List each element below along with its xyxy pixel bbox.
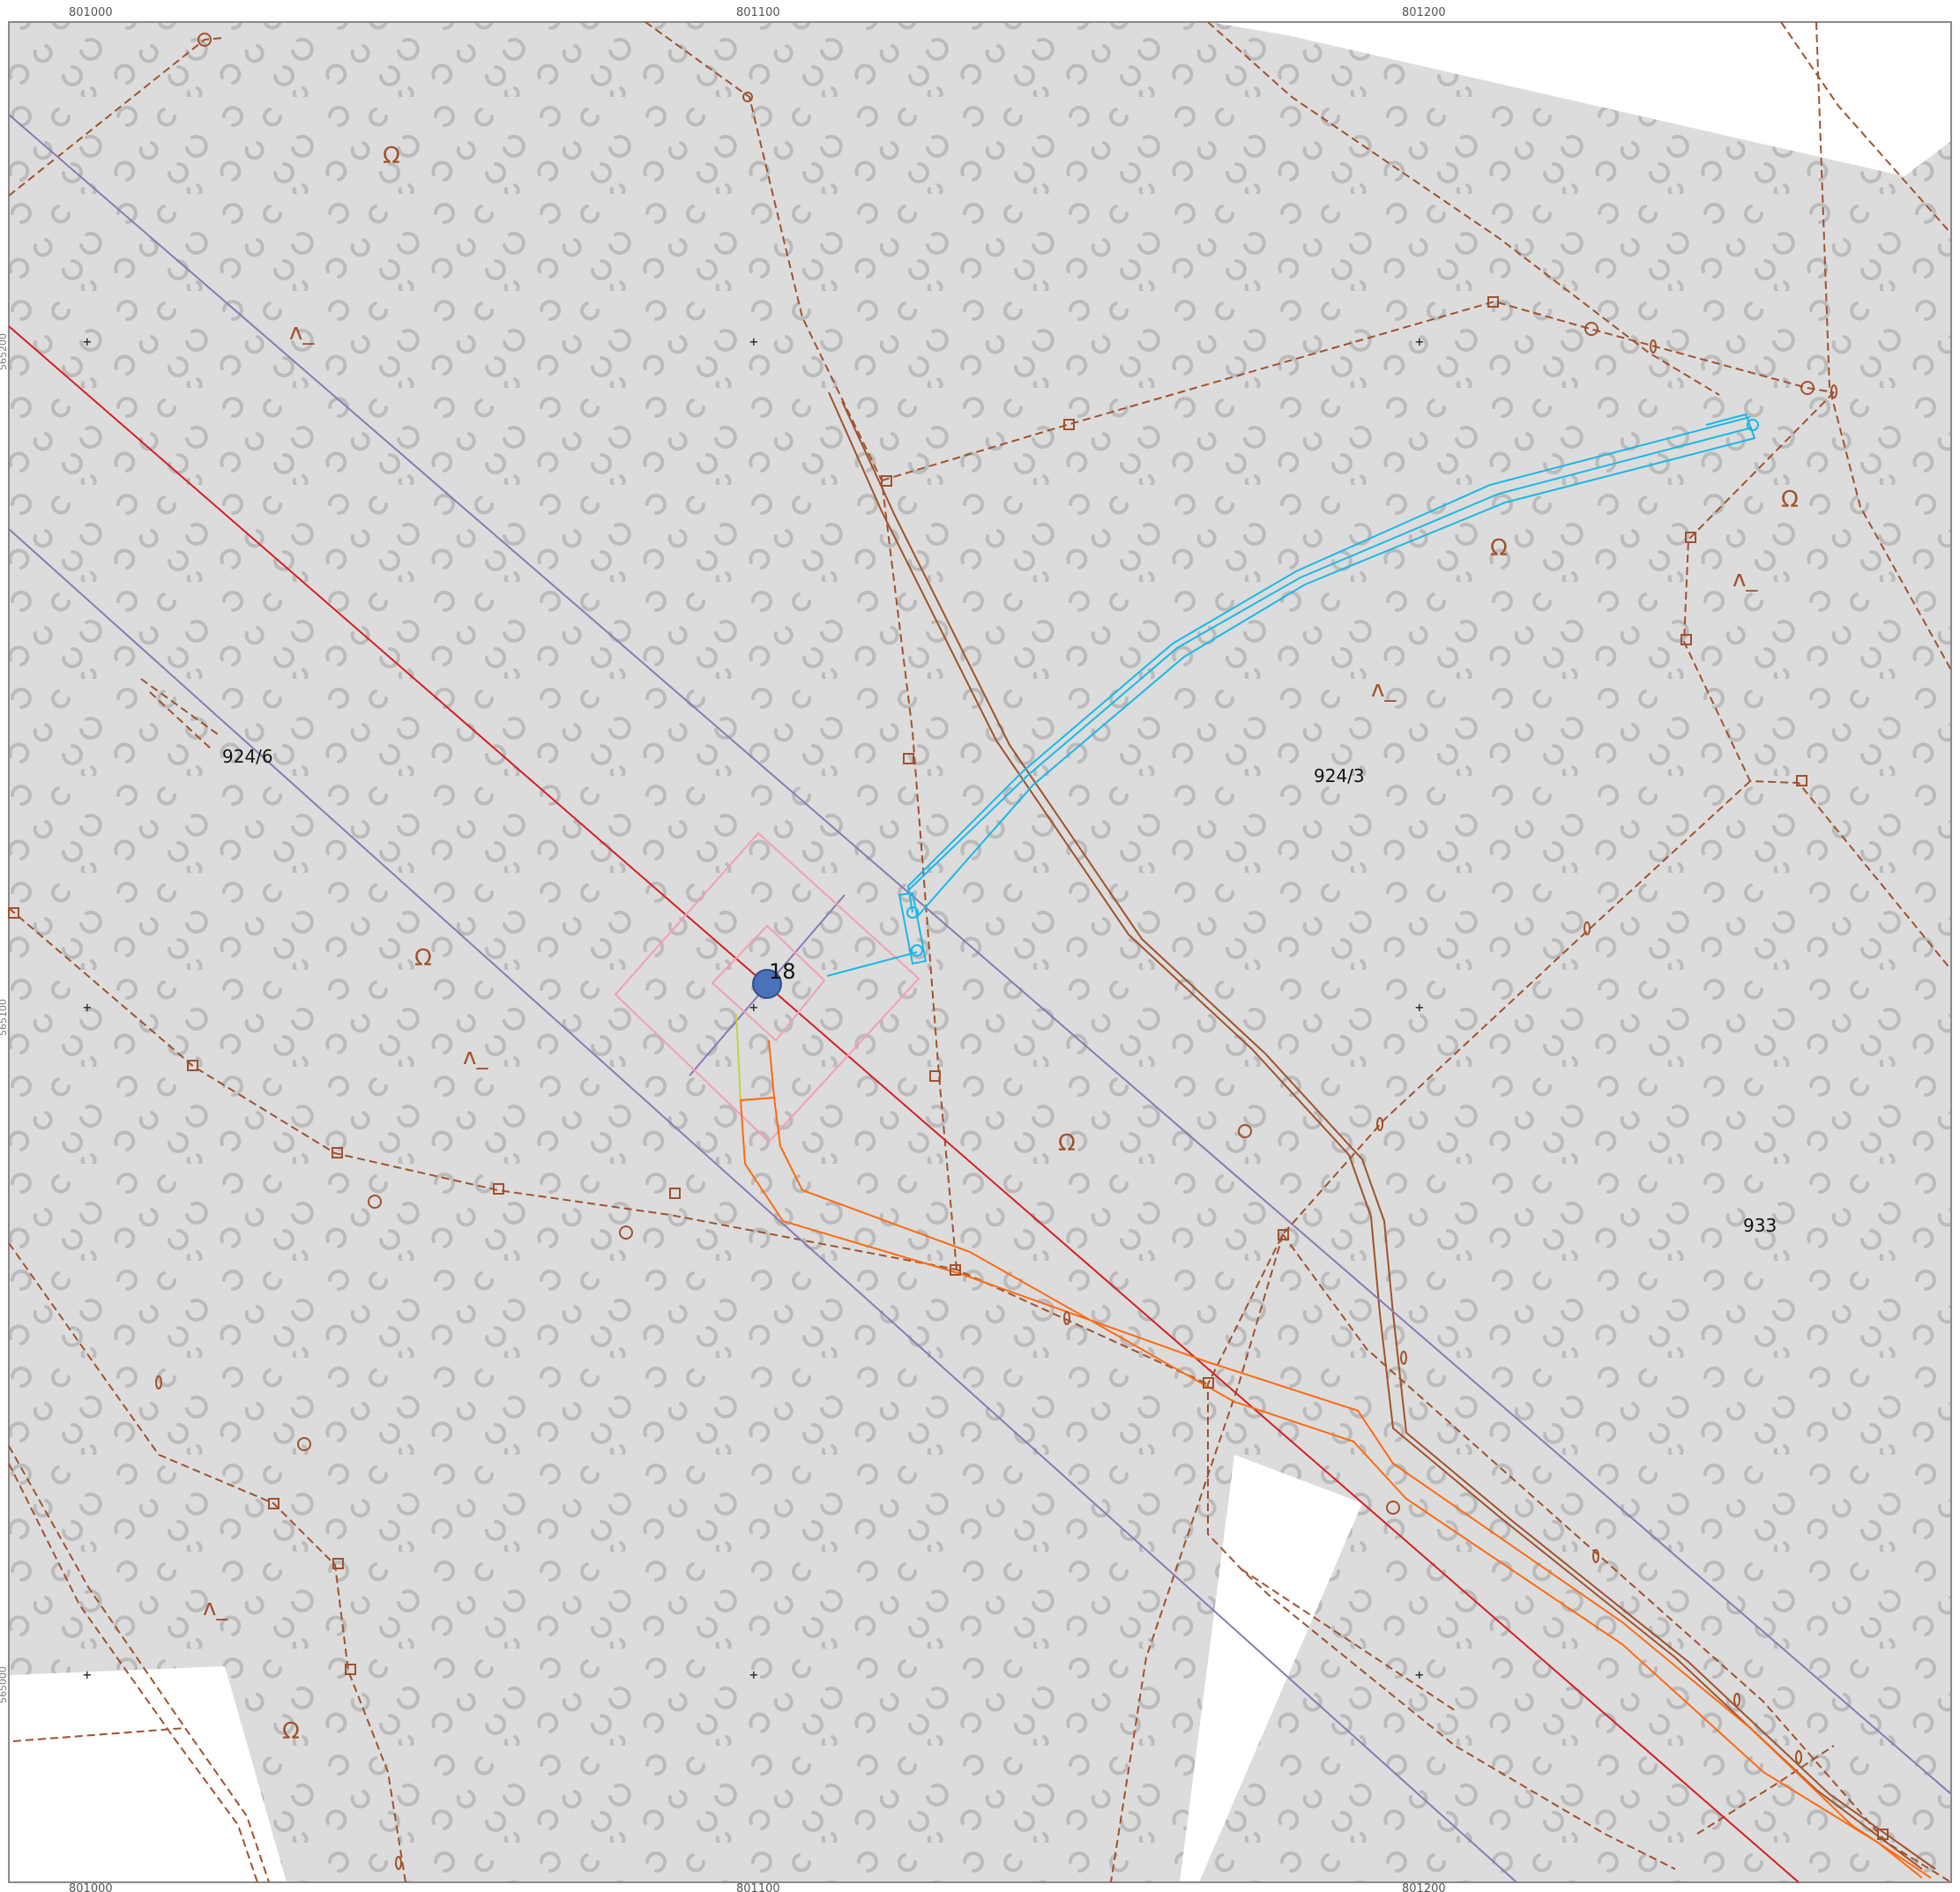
boundary-markers <box>8 296 1889 1840</box>
left-coord-565200: 565200 <box>0 333 9 370</box>
svg-text:+: + <box>749 333 758 350</box>
top-coord-801200: 801200 <box>1402 6 1446 19</box>
vegetation-symbol: Ω <box>1058 1130 1076 1157</box>
terrain-symbol: ʌ_ <box>289 319 315 346</box>
parcel-label-924-6: 924/6 <box>222 746 273 767</box>
svg-text:+: + <box>83 333 92 350</box>
orange-lines <box>739 1039 1932 1879</box>
road-lines <box>828 391 1936 1870</box>
svg-text:+: + <box>83 999 92 1016</box>
left-coord-565000: 565000 <box>0 1666 9 1703</box>
parcel-labels: 924/6 924/3 933 <box>222 746 1777 1236</box>
svg-text:+: + <box>1415 999 1424 1016</box>
terrain-symbol: ʌ_ <box>203 1595 228 1621</box>
svg-text:+: + <box>83 1666 92 1683</box>
parcel-label-933: 933 <box>1743 1215 1777 1236</box>
map-symbols: Ω Ω Ω Ω Ω Ω ʌ_ ʌ_ ʌ_ ʌ_ ʌ_ <box>203 143 1799 1745</box>
map-frame <box>8 21 1952 1883</box>
bottom-coord-801100: 801100 <box>736 1882 780 1892</box>
yellow-line <box>735 1013 742 1103</box>
top-coord-801000: 801000 <box>69 6 113 19</box>
cyan-utility-line <box>826 413 1759 977</box>
survey-point-18[interactable]: 18 <box>752 959 796 999</box>
left-coord-565100: 565100 <box>0 999 9 1036</box>
terrain-symbol: ʌ_ <box>1733 566 1758 592</box>
land-area <box>9 22 1951 1882</box>
vegetation-symbol: Ω <box>414 945 432 972</box>
bottom-coord-801200: 801200 <box>1402 1882 1446 1892</box>
terrain-symbol: ʌ_ <box>1371 676 1397 703</box>
vegetation-symbol: Ω <box>383 143 400 169</box>
point-markers <box>155 33 1837 1870</box>
coordinate-labels: 801000 801100 801200 801000 801100 80120… <box>0 6 1446 1892</box>
svg-text:+: + <box>749 999 758 1016</box>
vegetation-symbol: Ω <box>1781 487 1799 513</box>
svg-text:+: + <box>749 1666 758 1683</box>
top-coord-801100: 801100 <box>736 6 780 19</box>
parcel-label-924-3: 924/3 <box>1314 765 1365 786</box>
vegetation-symbol: Ω <box>1490 535 1508 562</box>
red-line <box>8 325 1800 1883</box>
grid-crosses: + + + + + + + + + <box>83 333 1424 1683</box>
bottom-coord-801000: 801000 <box>69 1882 113 1892</box>
survey-point-marker[interactable] <box>752 969 782 999</box>
svg-text:+: + <box>1415 1666 1424 1683</box>
survey-point-label: 18 <box>769 959 796 984</box>
pink-squares <box>614 831 920 1143</box>
vegetation-symbol: Ω <box>282 1718 300 1745</box>
svg-text:+: + <box>1415 333 1424 350</box>
terrain-symbol: ʌ_ <box>463 1044 488 1070</box>
